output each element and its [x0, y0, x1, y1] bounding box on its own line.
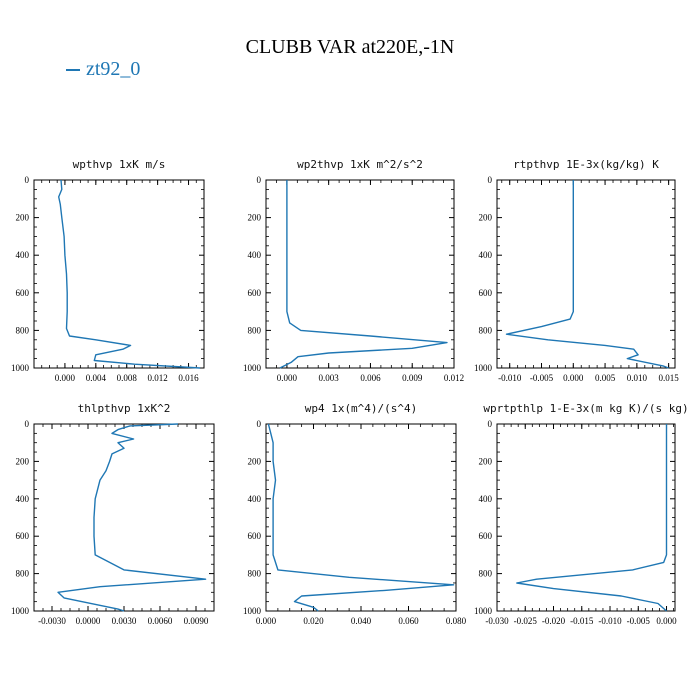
- y-tick-label: 400: [479, 250, 493, 260]
- y-tick-label: 800: [248, 569, 262, 579]
- y-tick-label: 1000: [11, 606, 30, 616]
- x-tick-label: 0.000: [563, 373, 584, 383]
- y-tick-label: 400: [16, 250, 30, 260]
- x-tick-label: 0.000: [55, 373, 76, 383]
- series-line-zt92_0: [267, 423, 455, 612]
- x-tick-label: 0.005: [595, 373, 616, 383]
- y-tick-label: 0: [257, 175, 262, 185]
- y-tick-label: 800: [248, 325, 262, 335]
- x-tick-label: -0.005: [627, 616, 651, 626]
- x-tick-label: -0.010: [498, 373, 522, 383]
- y-tick-label: 800: [479, 569, 493, 579]
- series-line-zt92_0: [58, 179, 201, 369]
- y-tick-label: 0: [257, 419, 262, 429]
- series-line-zt92_0: [57, 423, 207, 612]
- y-tick-label: 1000: [11, 363, 30, 373]
- panel-title: rtpthvp 1E-3x(kg/kg) K: [513, 158, 659, 171]
- y-tick-label: 200: [248, 213, 262, 223]
- y-tick-label: 200: [16, 213, 30, 223]
- series-line-zt92_0: [516, 424, 668, 612]
- x-tick-label: 0.015: [659, 373, 680, 383]
- x-tick-label: 0.020: [303, 616, 324, 626]
- y-tick-label: 200: [248, 456, 262, 466]
- page-title: CLUBB VAR at220E,-1N: [245, 36, 455, 58]
- y-tick-label: 400: [16, 494, 30, 504]
- y-tick-label: 800: [16, 569, 30, 579]
- y-tick-label: 0: [488, 175, 493, 185]
- series-line-zt92_0: [505, 180, 669, 369]
- y-tick-label: 1000: [474, 363, 493, 373]
- y-tick-label: 400: [248, 494, 262, 504]
- x-tick-label: 0.012: [444, 373, 464, 383]
- x-tick-label: 0.004: [86, 373, 107, 383]
- y-tick-label: 400: [248, 250, 262, 260]
- panel-title: wprtpthlp 1-E-3x(m kg K)/(s kg): [483, 402, 688, 415]
- y-tick-label: 1000: [243, 363, 262, 373]
- y-tick-label: 800: [16, 325, 30, 335]
- legend-line-swatch: [66, 69, 80, 72]
- x-tick-label: 0.003: [319, 373, 340, 383]
- x-tick-label: 0.006: [360, 373, 381, 383]
- panel-title: wp4 1x(m^4)/(s^4): [305, 402, 418, 415]
- x-tick-label: 0.016: [178, 373, 199, 383]
- panel-title: wpthvp 1xK m/s: [73, 158, 166, 171]
- x-tick-label: -0.030: [485, 616, 509, 626]
- y-tick-label: 800: [479, 325, 493, 335]
- panel-title: wp2thvp 1xK m^2/s^2: [297, 158, 423, 171]
- x-tick-label: 0.080: [446, 616, 467, 626]
- y-tick-label: 600: [479, 288, 493, 298]
- x-tick-label: 0.012: [148, 373, 168, 383]
- y-tick-label: 0: [25, 419, 30, 429]
- y-tick-label: 200: [479, 213, 493, 223]
- plot-frame: [33, 179, 205, 369]
- chart-panel-4: thlpthvp 1xK^2 0 200 400 600 800 1000 -0.0030 0.…: [11, 402, 215, 626]
- legend: zt92_0: [66, 58, 140, 81]
- y-tick-label: 1000: [243, 606, 262, 616]
- x-tick-label: 0.040: [351, 616, 372, 626]
- x-tick-label: 0.000: [656, 616, 677, 626]
- x-tick-label: 0.000: [256, 616, 277, 626]
- x-tick-label: 0.010: [627, 373, 648, 383]
- plot-frame: [496, 179, 676, 369]
- x-tick-label: -0.020: [542, 616, 566, 626]
- plot-frame: [265, 179, 455, 369]
- series-line-zt92_0: [279, 180, 448, 369]
- y-tick-label: 0: [488, 419, 493, 429]
- x-tick-label: 0.0030: [112, 616, 137, 626]
- y-tick-label: 200: [479, 456, 493, 466]
- chart-panel-2: wp2thvp 1xK m^2/s^2 0 200 400 600 800 1000 0.00…: [243, 158, 464, 383]
- x-tick-label: 0.000: [277, 373, 298, 383]
- y-tick-label: 200: [16, 456, 30, 466]
- x-tick-label: 0.060: [398, 616, 419, 626]
- x-tick-label: -0.005: [530, 373, 554, 383]
- chart-panel-6: wprtpthlp 1-E-3x(m kg K)/(s kg) 0 200 400 60…: [474, 402, 689, 626]
- x-tick-label: -0.0030: [38, 616, 66, 626]
- y-tick-label: 600: [16, 288, 30, 298]
- x-tick-label: 0.0060: [148, 616, 173, 626]
- y-tick-label: 400: [479, 494, 493, 504]
- chart-panel-1: wpthvp 1xK m/s 0 200 400 600 800 1000 0.000 0.00…: [11, 158, 205, 383]
- x-tick-label: 0.008: [117, 373, 138, 383]
- y-tick-label: 1000: [474, 606, 493, 616]
- x-tick-label: -0.015: [570, 616, 594, 626]
- y-tick-label: 0: [25, 175, 30, 185]
- y-tick-label: 600: [479, 531, 493, 541]
- plot-frame: [33, 423, 215, 612]
- x-tick-label: 0.0090: [184, 616, 209, 626]
- x-tick-label: 0.0000: [76, 616, 101, 626]
- y-tick-label: 600: [16, 531, 30, 541]
- plot-frame: [496, 423, 676, 612]
- x-tick-label: -0.025: [514, 616, 538, 626]
- y-tick-label: 600: [248, 531, 262, 541]
- panel-title: thlpthvp 1xK^2: [78, 402, 171, 415]
- x-tick-label: -0.010: [598, 616, 622, 626]
- legend-label: zt92_0: [86, 58, 141, 80]
- y-tick-label: 600: [248, 288, 262, 298]
- x-tick-label: 0.009: [402, 373, 423, 383]
- chart-panel-3: rtpthvp 1E-3x(kg/kg) K02004006008001000-…: [474, 158, 679, 383]
